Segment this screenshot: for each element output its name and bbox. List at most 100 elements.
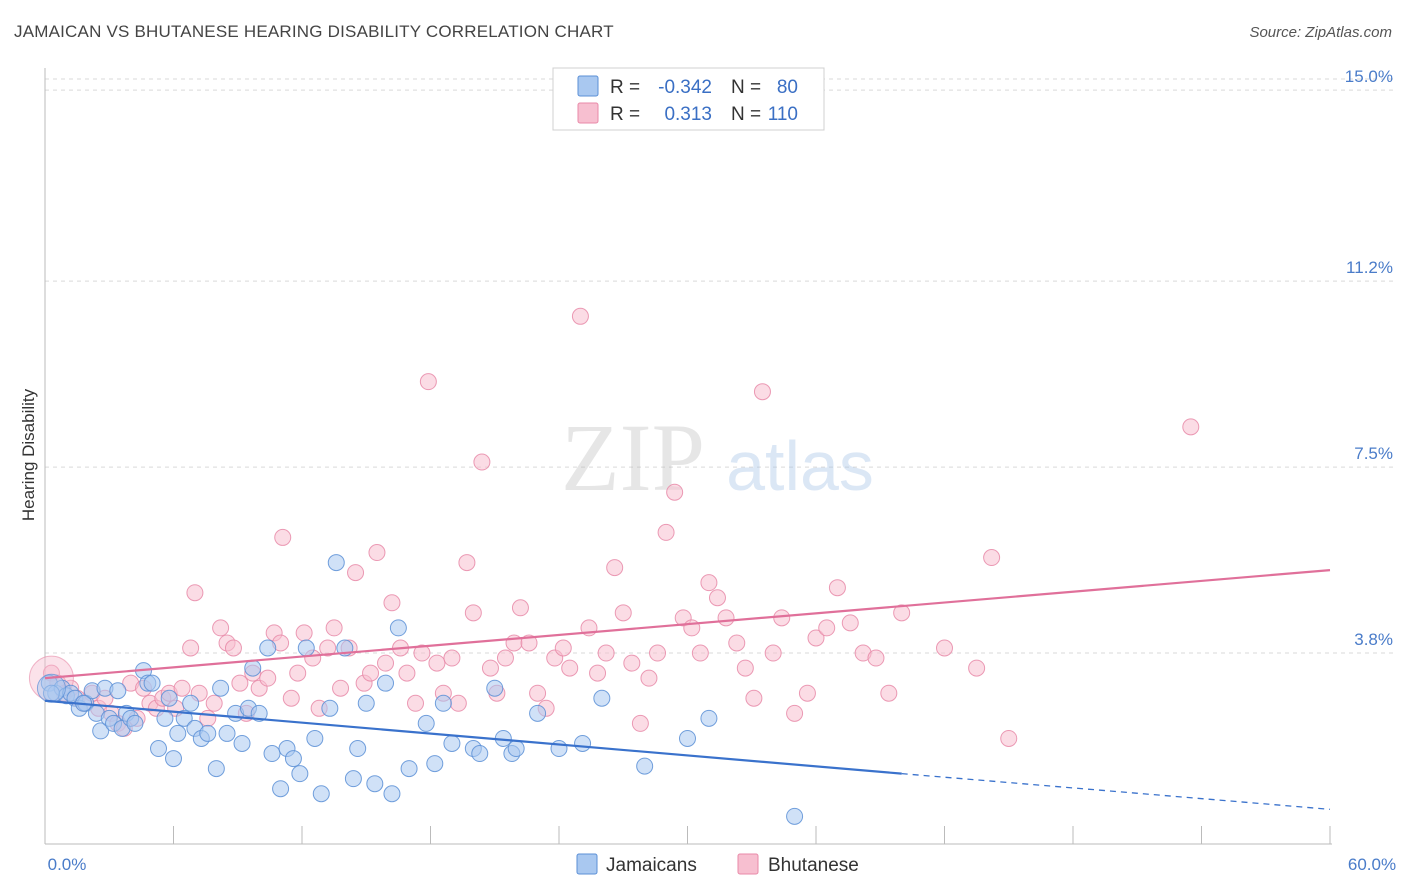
jamaicans-point (143, 674, 161, 692)
legend-label-bhutanese: Bhutanese (768, 855, 859, 876)
jamaicans-point (366, 775, 384, 793)
legend-n-value-jamaicans: 80 (777, 77, 798, 98)
watermark-atlas: atlas (726, 427, 874, 505)
jamaicans-point (679, 729, 696, 747)
bhutanese-trend-line (44, 569, 1331, 680)
jamaicans-point (357, 694, 375, 712)
jamaicans-point (263, 745, 281, 763)
jamaicans-point (175, 709, 193, 727)
bhutanese-point (199, 709, 217, 727)
bhutanese-point (377, 654, 395, 672)
bhutanese-point (347, 564, 365, 582)
jamaicans-point (306, 729, 324, 747)
jamaicans-point (593, 689, 611, 707)
bhutanese-point (319, 639, 337, 657)
y-axis-label: Hearing Disability (19, 388, 38, 521)
watermark-zip: ZIP (561, 404, 705, 511)
bhutanese-point (666, 483, 684, 501)
x-tick-label-max: 60.0% (1348, 855, 1396, 874)
jamaicans-point (426, 755, 444, 773)
legend-swatch-jamaicans (577, 75, 599, 97)
bhutanese-point (464, 604, 482, 622)
bhutanese-point (383, 594, 401, 612)
jamaicans-point (507, 740, 525, 758)
bhutanese-point (554, 639, 572, 657)
bhutanese-point (614, 604, 632, 622)
jamaicans-point (109, 682, 127, 700)
bhutanese-point (745, 689, 763, 707)
jamaicans-point (207, 760, 225, 778)
jamaicans-point (92, 722, 110, 740)
jamaicans-point (383, 785, 401, 803)
bhutanese-point (325, 619, 343, 637)
bhutanese-point (259, 669, 277, 687)
trend-lines (44, 569, 1331, 810)
bhutanese-point (231, 674, 249, 692)
bhutanese-point (649, 644, 667, 662)
bhutanese-point (282, 689, 300, 707)
bhutanese-point (798, 684, 816, 702)
bhutanese-point (841, 614, 859, 632)
x-tick-label-min: 0.0% (48, 855, 87, 874)
jamaicans-point (259, 639, 277, 657)
y-tick-label: 15.0% (1345, 67, 1393, 86)
jamaicans-point (443, 734, 461, 752)
jamaicans-point (150, 740, 168, 758)
bhutanese-point (182, 639, 200, 657)
bhutanese-point (458, 554, 476, 572)
jamaicans-point (244, 659, 262, 677)
jamaicans-point (156, 709, 174, 727)
bhutanese-point (428, 654, 446, 672)
jamaicans-point (486, 679, 504, 697)
bhutanese-point (224, 639, 242, 657)
bhutanese-point (561, 659, 579, 677)
jamaicans-point (327, 554, 345, 572)
jamaicans-trend-line (44, 699, 902, 775)
jamaicans-point (349, 740, 367, 758)
bhutanese-point (274, 528, 292, 546)
bhutanese-point (481, 659, 499, 677)
jamaicans-point (700, 709, 718, 727)
bhutanese-point (205, 694, 223, 712)
bhutanese-point (773, 609, 791, 627)
jamaicans-point (169, 724, 187, 742)
jamaicans-point (636, 757, 654, 775)
bhutanese-point (332, 679, 350, 697)
bhutanese-point (753, 383, 771, 401)
bhutanese-point (807, 629, 825, 647)
bhutanese-point (657, 523, 675, 541)
bhutanese-point (968, 659, 986, 677)
bhutanese-point (818, 619, 836, 637)
jamaicans-point (233, 734, 251, 752)
jamaicans-point (389, 619, 407, 637)
legend-n-value-bhutanese: 110 (768, 104, 798, 125)
bhutanese-point (413, 644, 431, 662)
series-legend: Jamaicans Bhutanese (576, 853, 859, 876)
legend-r-value-jamaicans: -0.342 (658, 77, 712, 98)
axes (44, 68, 1332, 845)
grid-lines (45, 78, 1395, 654)
bhutanese-point (398, 664, 416, 682)
bhutanese-point (597, 644, 615, 662)
jamaicans-point (344, 770, 362, 788)
bhutanese-point (496, 649, 514, 667)
bhutanese-point (212, 619, 230, 637)
bhutanese-point (419, 373, 437, 391)
jamaicans-point (284, 750, 302, 768)
bhutanese-point (511, 599, 529, 617)
bhutanese-point (623, 654, 641, 672)
chart-title: JAMAICAN VS BHUTANESE HEARING DISABILITY… (14, 22, 614, 41)
jamaicans-point (126, 714, 144, 732)
jamaicans-point (182, 694, 200, 712)
jamaicans-point (471, 745, 489, 763)
bhutanese-point (691, 644, 709, 662)
jamaicans-point (377, 674, 395, 692)
jamaicans-point (272, 780, 290, 798)
bhutanese-point (631, 714, 649, 732)
bhutanese-point (764, 644, 782, 662)
watermark: ZIP atlas (561, 404, 874, 511)
bhutanese-point (640, 669, 658, 687)
bhutanese-point (1000, 729, 1018, 747)
bhutanese-point (186, 584, 204, 602)
series-bhutanese-points (28, 307, 1200, 747)
